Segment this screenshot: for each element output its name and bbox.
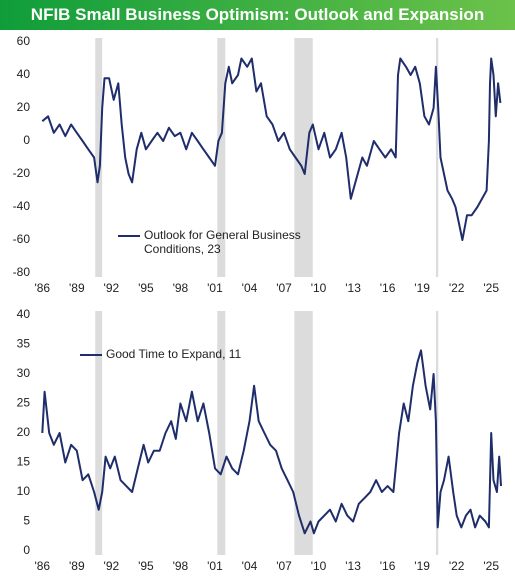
x-tick-label: '95	[138, 281, 154, 295]
x-tick-label: '19	[414, 559, 430, 573]
y-tick-label: 40	[17, 67, 31, 81]
x-tick-label: '98	[173, 281, 189, 295]
recession-band	[294, 311, 313, 555]
legend: Outlook for General Business Conditions,…	[118, 228, 308, 256]
y-tick-label: 35	[17, 337, 31, 351]
recession-band	[294, 38, 313, 277]
legend-swatch	[80, 354, 102, 356]
x-tick-label: '01	[207, 281, 223, 295]
recession-band	[435, 38, 439, 277]
x-tick-label: '04	[242, 281, 258, 295]
y-tick-label: -20	[13, 166, 31, 180]
x-tick-label: '22	[449, 559, 465, 573]
x-tick-label: '07	[276, 559, 292, 573]
legend-label: Outlook for General Business Conditions,…	[144, 228, 301, 256]
x-tick-label: '89	[69, 559, 85, 573]
y-tick-label: -40	[13, 199, 31, 213]
x-tick-label: '01	[207, 559, 223, 573]
x-tick-label: '04	[242, 559, 258, 573]
title-banner: NFIB Small Business Optimism: Outlook an…	[0, 0, 515, 30]
x-tick-label: '13	[345, 281, 361, 295]
legend-swatch	[118, 235, 140, 237]
y-tick-label: 10	[17, 484, 31, 498]
y-tick-label: 0	[23, 543, 30, 557]
series-line	[41, 349, 502, 535]
x-tick-label: '07	[276, 281, 292, 295]
x-tick-label: '22	[449, 281, 465, 295]
x-tick-label: '19	[414, 281, 430, 295]
recession-band	[217, 38, 226, 277]
x-tick-label: '13	[345, 559, 361, 573]
y-tick-label: 25	[17, 396, 31, 410]
x-tick-label: '92	[104, 559, 120, 573]
legend-label: Good Time to Expand, 11	[106, 347, 242, 361]
legend: Good Time to Expand, 11	[80, 347, 300, 361]
y-tick-label: 40	[17, 307, 31, 321]
y-tick-label: 0	[23, 133, 30, 147]
x-tick-label: '10	[311, 559, 327, 573]
x-tick-label: '98	[173, 559, 189, 573]
y-tick-label: 15	[17, 455, 31, 469]
recession-band	[95, 38, 103, 277]
x-tick-label: '92	[104, 281, 120, 295]
y-tick-label: 20	[17, 100, 31, 114]
series-line	[41, 57, 502, 241]
recession-band	[95, 311, 103, 555]
x-tick-label: '86	[34, 281, 50, 295]
y-tick-label: -60	[13, 232, 31, 246]
y-tick-label: 60	[17, 34, 31, 48]
recession-band	[217, 311, 226, 555]
y-tick-label: 20	[17, 425, 31, 439]
x-tick-label: '25	[483, 559, 499, 573]
x-tick-label: '25	[483, 281, 499, 295]
x-tick-label: '86	[34, 559, 50, 573]
y-tick-label: 5	[23, 514, 30, 528]
x-tick-label: '95	[138, 559, 154, 573]
y-tick-label: 30	[17, 366, 31, 380]
x-tick-label: '89	[69, 281, 85, 295]
y-tick-label: -80	[13, 265, 31, 279]
x-tick-label: '16	[380, 281, 396, 295]
x-tick-label: '16	[380, 559, 396, 573]
x-tick-label: '10	[311, 281, 327, 295]
